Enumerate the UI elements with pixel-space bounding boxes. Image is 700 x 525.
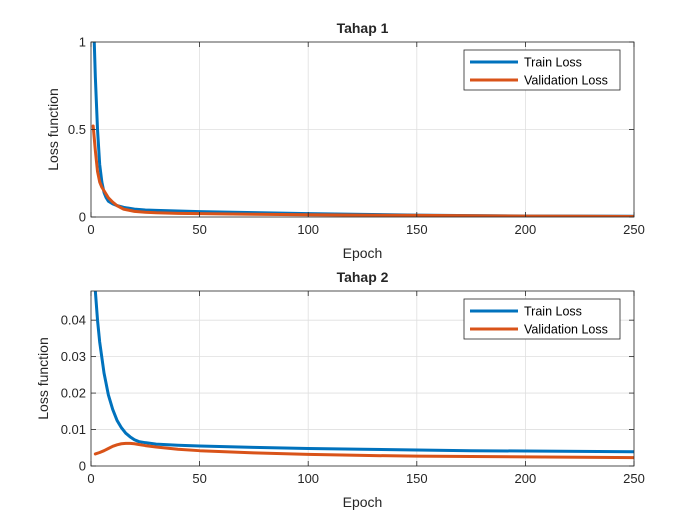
x-tick-label: 200 bbox=[515, 471, 537, 486]
y-tick-label: 0 bbox=[79, 210, 86, 225]
x-tick-label: 50 bbox=[192, 222, 206, 237]
x-tick-label: 100 bbox=[297, 222, 319, 237]
legend-label-validation-loss: Validation Loss bbox=[524, 323, 608, 337]
legend-box bbox=[463, 298, 621, 340]
axes-frame bbox=[90, 290, 635, 467]
y-tick-label: 1 bbox=[79, 35, 86, 50]
series-line-train-loss bbox=[93, 291, 634, 454]
legend-label-validation-loss: Validation Loss bbox=[524, 74, 608, 88]
x-tick-label: 250 bbox=[623, 471, 645, 486]
x-tick-label: 250 bbox=[623, 222, 645, 237]
x-tick-label: 200 bbox=[515, 222, 537, 237]
x-axis-label: Epoch bbox=[343, 245, 383, 261]
series-group bbox=[91, 42, 634, 217]
subplot-tahap-2: 0 50 100 150 200 250 0 0.01 0.02 0.03 0.04 Tahap 2… bbox=[35, 269, 645, 510]
legend-label-train-loss: Train Loss bbox=[524, 56, 582, 70]
legend: Train Loss Validation Loss bbox=[463, 298, 621, 340]
legend-box bbox=[463, 49, 621, 91]
series-line-validation-loss bbox=[91, 124, 634, 217]
y-tick-label: 0.01 bbox=[61, 422, 86, 437]
y-tick-label: 0.03 bbox=[61, 349, 86, 364]
x-tick-label: 0 bbox=[87, 471, 94, 486]
y-tick-label: 0.04 bbox=[61, 313, 86, 328]
series-line-validation-loss bbox=[93, 441, 634, 460]
chart-title: Tahap 2 bbox=[337, 269, 389, 285]
subplot-tahap-1: 0 50 100 150 200 250 0 0.5 1 Tahap 1 Epoch Loss … bbox=[45, 20, 645, 261]
x-tick-label: 50 bbox=[192, 471, 206, 486]
y-axis-label: Loss function bbox=[45, 88, 61, 171]
legend: Train Loss Validation Loss bbox=[463, 49, 621, 91]
y-axis-label: Loss function bbox=[35, 337, 51, 420]
y-tick-label: 0 bbox=[79, 459, 86, 474]
x-axis-label: Epoch bbox=[343, 494, 383, 510]
ticks: 0 50 100 150 200 250 0 0.5 1 bbox=[68, 35, 645, 238]
x-tick-label: 0 bbox=[87, 222, 94, 237]
y-tick-label: 0.02 bbox=[61, 386, 86, 401]
y-tick-label: 0.5 bbox=[68, 122, 86, 137]
legend-label-train-loss: Train Loss bbox=[524, 305, 582, 319]
series-group bbox=[93, 291, 634, 460]
x-tick-label: 150 bbox=[406, 471, 428, 486]
chart-title: Tahap 1 bbox=[337, 20, 389, 36]
x-tick-label: 150 bbox=[406, 222, 428, 237]
ticks: 0 50 100 150 200 250 0 0.01 0.02 0.03 0.04 bbox=[61, 291, 645, 486]
x-tick-label: 100 bbox=[297, 471, 319, 486]
